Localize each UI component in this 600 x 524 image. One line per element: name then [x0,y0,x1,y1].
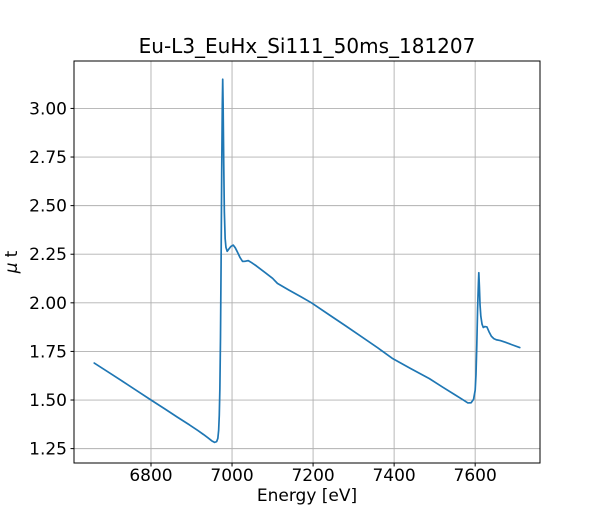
gridlines [74,61,540,463]
y-tick-label: 2.25 [29,245,67,265]
y-tick-label: 2.50 [29,197,67,217]
x-tick-label: 7000 [210,466,253,486]
tick-labels: 6800 7000 7200 7400 7600 1.25 1.50 1.75 2.00 2.25… [29,99,497,486]
y-tick-label: 2.00 [29,294,67,314]
plot-border [73,60,541,464]
chart-title: Eu-L3_EuHx_Si111_50ms_181207 [139,34,476,58]
y-tick-label: 1.25 [29,440,67,460]
x-tick-label: 7600 [454,466,497,486]
y-tick-label: 3.00 [29,99,67,119]
x-tick-label: 6800 [129,466,172,486]
spectrum-line [93,78,521,444]
x-tick-label: 7400 [372,466,415,486]
y-axis-label: μt [2,250,22,274]
y-tick-label: 2.75 [29,148,67,168]
x-tick-label: 7200 [291,466,334,486]
y-tick-label: 1.75 [29,342,67,362]
x-axis-label: Energy [eV] [257,486,357,506]
axis-ticks [70,107,476,467]
y-axis-label-mu: μ [2,262,22,274]
y-axis-label-t: t [2,250,22,257]
y-tick-label: 1.50 [29,391,67,411]
